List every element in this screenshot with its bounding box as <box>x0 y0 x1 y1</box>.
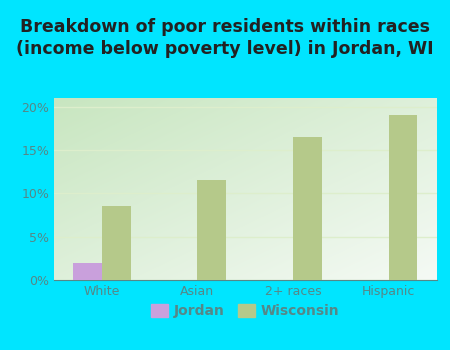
Bar <box>389 116 418 280</box>
Bar <box>102 206 130 280</box>
Legend: Jordan, Wisconsin: Jordan, Wisconsin <box>146 299 345 324</box>
Text: Breakdown of poor residents within races
(income below poverty level) in Jordan,: Breakdown of poor residents within races… <box>16 18 434 58</box>
Bar <box>198 180 226 280</box>
Bar <box>73 262 102 280</box>
Bar <box>293 137 322 280</box>
